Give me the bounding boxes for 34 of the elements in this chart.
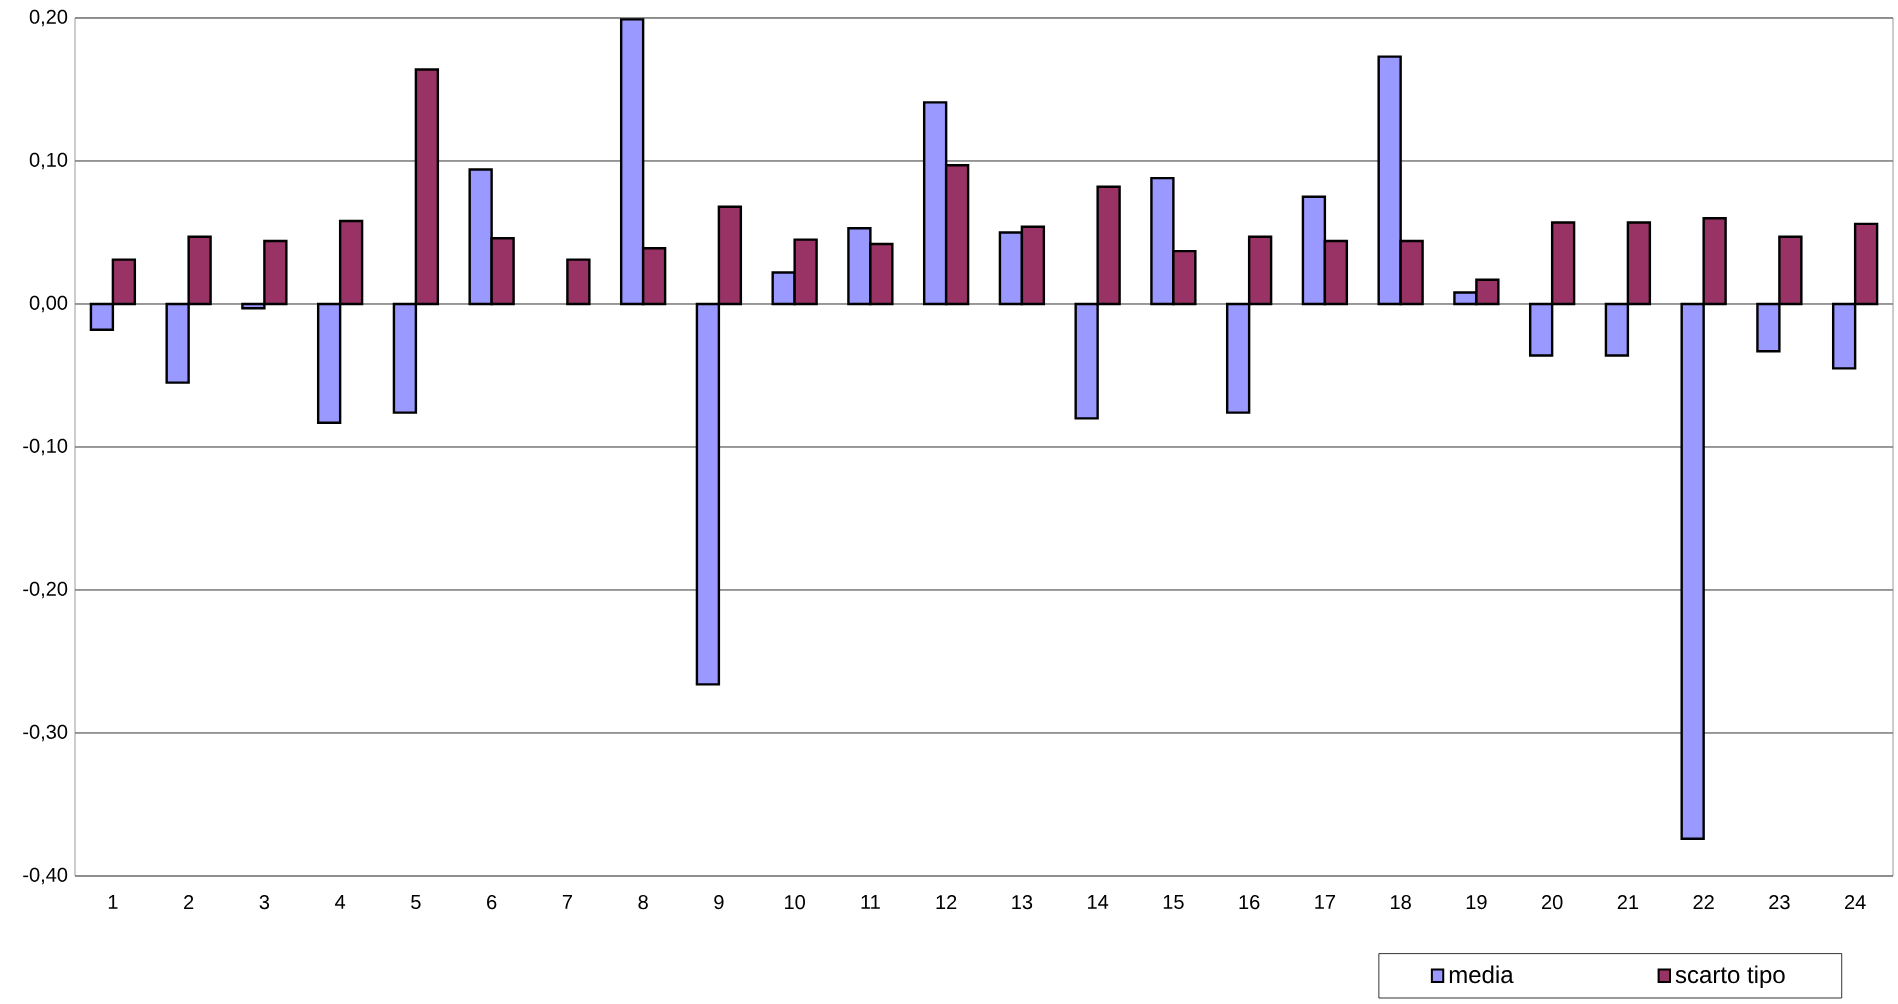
y-tick-label: -0,10 — [23, 438, 68, 456]
y-tick-label: -0,40 — [23, 867, 68, 885]
x-tick-label: 16 — [1239, 895, 1260, 910]
x-tick-label: 4 — [335, 895, 346, 909]
x-tick-label: 6 — [487, 895, 497, 910]
x-tick-label: 15 — [1163, 895, 1184, 909]
x-tick-label: 14 — [1088, 895, 1109, 909]
x-tick-label: 18 — [1391, 895, 1411, 910]
legend-label: scarto tipo — [1675, 965, 1785, 988]
x-tick-label: 7 — [562, 895, 572, 909]
x-tick-label: 2 — [184, 895, 194, 910]
x-tick-label: 8 — [638, 895, 648, 910]
x-tick-label: 23 — [1769, 895, 1790, 910]
x-tick-label: 12 — [936, 895, 957, 910]
y-tick-label: 0,10 — [29, 152, 68, 170]
x-tick-label: 17 — [1315, 895, 1336, 909]
x-tick-label: 24 — [1845, 895, 1866, 910]
x-tick-label: 3 — [259, 895, 270, 910]
x-tick-label: 20 — [1542, 895, 1563, 910]
y-tick-label: 0,00 — [29, 295, 68, 313]
x-tick-label: 13 — [1012, 895, 1033, 910]
x-tick-label: 1 — [108, 895, 118, 909]
y-tick-label: -0,20 — [23, 581, 68, 599]
x-tick-label: 22 — [1693, 895, 1714, 910]
x-tick-label: 10 — [785, 895, 805, 910]
bar — [566, 258, 591, 306]
x-tick-label: 9 — [714, 895, 724, 910]
y-tick-label: -0,30 — [23, 724, 68, 742]
x-tick-label: 5 — [411, 895, 421, 909]
x-tick-label: 21 — [1617, 895, 1639, 910]
x-tick-label: 19 — [1466, 895, 1487, 910]
legend-label: media — [1449, 965, 1514, 984]
y-tick-label: 0,20 — [29, 9, 68, 27]
x-tick-label: 11 — [861, 895, 880, 909]
